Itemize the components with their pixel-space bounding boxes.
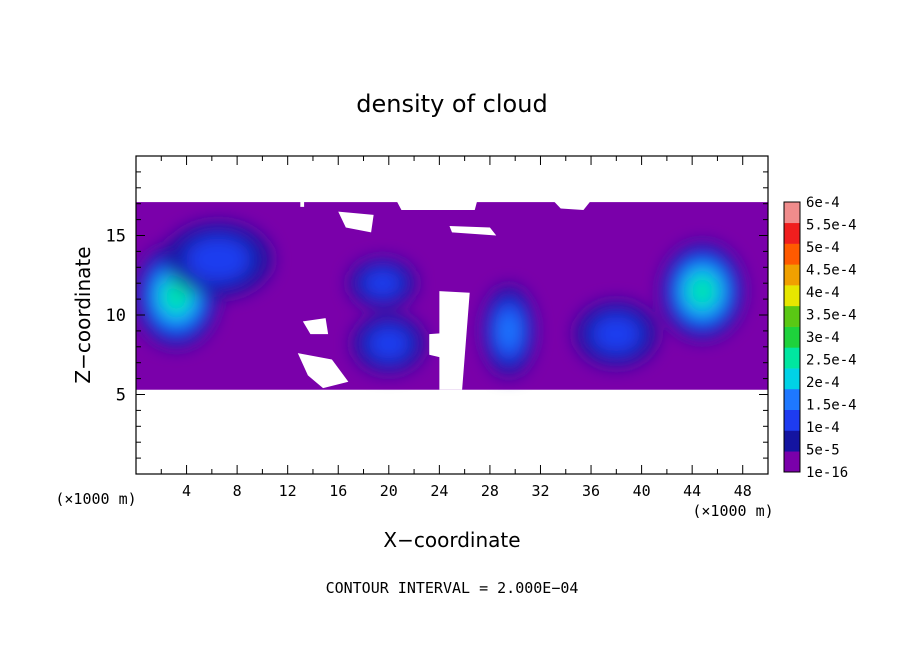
y-unit-label: (×1000 m) [55,490,136,508]
colorbar-label: 5.5e-4 [806,218,857,234]
colorbar-label: 1e-16 [806,465,848,481]
tick-marks [136,156,768,474]
cloud-gap-3 [449,225,497,236]
colorbar-label: 2.5e-4 [806,353,857,369]
cloud-gap-1 [302,318,329,335]
colorbar-label: 2e-4 [806,375,840,391]
x-tick-label: 32 [531,482,549,500]
colorbar-swatch [784,202,800,224]
density-blob-5-level-2 [591,314,642,354]
x-tick-labels: 4 8 12 16 20 24 28 32 36 40 44 48 [182,482,752,500]
colorbar-swatch [784,451,800,473]
y-tick-label: 5 [116,386,126,406]
colorbar-swatch [784,409,800,431]
x-tick-label: 16 [329,482,347,500]
density-blob-layer [136,222,743,376]
colorbar-swatch [784,305,800,327]
chart-title: density of cloud [356,90,547,118]
cloud-gap-8 [553,200,592,211]
x-tick-label: 36 [582,482,600,500]
colorbar-swatch [784,388,800,410]
x-tick-label: 8 [233,482,242,500]
x-tick-label: 28 [481,482,499,500]
contour-interval-footer: CONTOUR INTERVAL = 2.000E−04 [326,579,579,597]
colorbar-label: 5e-5 [806,443,840,459]
colorbar-label: 3.5e-4 [806,308,857,324]
colorbar-frame [783,201,801,473]
x-unit-label: (×1000 m) [692,502,773,520]
plot-area [136,156,768,474]
x-tick-label: 4 [182,482,191,500]
cloud-gap-0 [297,353,349,389]
x-tick-label: 20 [380,482,398,500]
colorbar-swatch [784,326,800,348]
density-blob-1-level-5 [690,277,714,305]
cloud-gap-5 [429,332,452,360]
colorbar-swatch [784,347,800,369]
colorbar-label: 5e-4 [806,240,840,256]
colorbar-swatch [784,430,800,452]
colorbar-label: 3e-4 [806,330,840,346]
density-blob-6-level-2 [185,236,251,282]
x-tick-label: 12 [279,482,297,500]
colorbar-label: 4e-4 [806,285,840,301]
cloud-gap-layer [297,200,592,390]
y-tick-label: 15 [106,227,126,247]
density-blob-3-level-2 [362,268,403,298]
colorbar-swatch [784,222,800,244]
cloud-gap-6 [300,200,305,207]
colorbar-swatch [784,285,800,307]
density-blob-0-level-5 [164,281,189,311]
colorbar: 1e-16 5e-5 1e-4 1.5e-4 2e-4 2.5e-4 3e-4 3.5e-4 4… [783,195,857,481]
cloud-gap-4 [439,291,470,390]
colorbar-label: 1.5e-4 [806,398,857,414]
y-tick-labels: 5 10 15 [106,227,126,406]
x-tick-label: 48 [734,482,752,500]
cloud-gap-7 [396,200,478,211]
x-axis-label: X−coordinate [383,528,520,552]
colorbar-swatch [784,243,800,265]
x-tick-label: 40 [633,482,651,500]
x-tick-label: 44 [683,482,701,500]
cloud-gap-2 [338,211,374,233]
y-tick-label: 10 [106,306,126,326]
x-tick-label: 24 [430,482,448,500]
colorbar-swatch [784,264,800,286]
colorbar-label: 4.5e-4 [806,263,857,279]
y-axis-label: Z−coordinate [71,246,95,383]
colorbar-label: 1e-4 [806,420,840,436]
density-blob-4-level-3 [497,311,521,351]
density-blob-2-level-2 [367,326,411,362]
colorbar-swatch [784,368,800,390]
colorbar-label: 6e-4 [806,195,840,211]
